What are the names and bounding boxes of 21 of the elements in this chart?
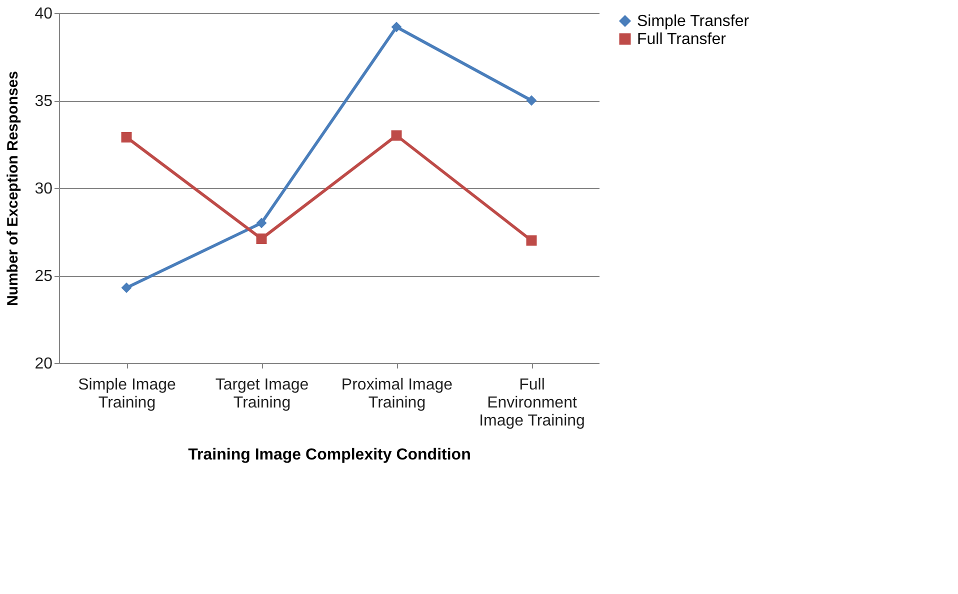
point	[391, 130, 402, 141]
point	[526, 95, 537, 106]
x-tick-label: Simple Image Training	[78, 376, 176, 412]
x-tick-label: Full Environment Image Training	[479, 376, 585, 430]
y-axis-title: Number of Exception Responses	[4, 70, 22, 306]
x-axis-title: Training Image Complexity Condition	[188, 446, 471, 464]
y-tick-label: 20	[34, 356, 53, 372]
point	[391, 22, 402, 32]
y-tick-label: 25	[34, 268, 53, 285]
x-tick-label: Proximal Image Training	[341, 376, 453, 412]
point	[121, 282, 132, 293]
point	[121, 132, 132, 142]
y-tick-label: 30	[34, 180, 53, 198]
legend-label: Simple Transfer	[637, 13, 750, 30]
x-tick-label: Target Image Training	[215, 376, 309, 412]
legend-label: Full Transfer	[637, 31, 727, 48]
y-tick-label: 35	[34, 93, 53, 110]
point	[526, 235, 537, 246]
point	[256, 234, 267, 244]
y-tick-label: 40	[34, 6, 53, 22]
point	[256, 218, 267, 228]
